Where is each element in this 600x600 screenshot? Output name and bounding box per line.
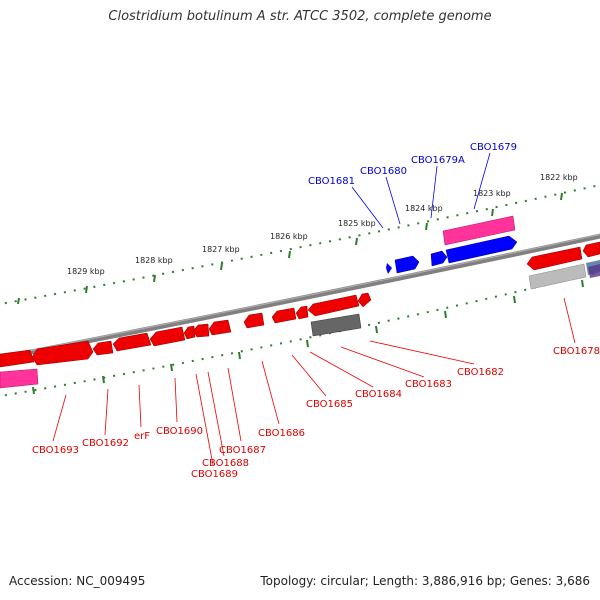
accession-label: Accession: NC_009495	[9, 574, 146, 588]
gene-right-edge[interactable]	[582, 241, 600, 258]
scale-label-1828: 1828 kbp	[135, 256, 173, 265]
gene-label-cbo1680: CBO1680	[360, 166, 407, 177]
scale-label-1829: 1829 kbp	[67, 267, 105, 276]
inner-major-ticks	[32, 279, 584, 395]
scale-label-1824: 1824 kbp	[405, 204, 443, 213]
scale-label-1827: 1827 kbp	[202, 245, 240, 254]
gene-cbo1679[interactable]	[445, 235, 518, 264]
gene-cbo1682[interactable]	[307, 294, 360, 317]
gene-cbo1687[interactable]	[192, 323, 210, 338]
gene-label-cbo1679a: CBO1679A	[411, 155, 465, 166]
gene-cbo1692[interactable]	[31, 340, 94, 366]
gene-erf[interactable]	[92, 340, 114, 356]
inner-scale-track	[0, 271, 600, 398]
gene-label-cbo1693: CBO1693	[32, 445, 79, 456]
gene-label-cbo1678: CBO1678	[553, 346, 600, 357]
gene-cbo1693[interactable]	[0, 349, 35, 368]
gene-cbo1680[interactable]	[394, 255, 420, 274]
gene-label-cbo1692: CBO1692	[82, 438, 129, 449]
scale-label-1826: 1826 kbp	[270, 232, 308, 241]
reverse-leader-lines	[52, 297, 576, 466]
gray-feature[interactable]	[310, 313, 362, 337]
forward-leader-lines	[351, 152, 491, 229]
gene-label-cbo1690: CBO1690	[156, 426, 203, 437]
scale-label-1825: 1825 kbp	[338, 219, 376, 228]
gene-cbo1681[interactable]	[386, 263, 392, 274]
gene-label-cbo1683: CBO1683	[405, 379, 452, 390]
gene-label-cbo1689: CBO1689	[191, 469, 238, 480]
gene-label-erf: erF	[134, 431, 150, 442]
genome-summary: Topology: circular; Length: 3,886,916 bp…	[260, 574, 590, 588]
map-title: Clostridium botulinum A str. ATCC 3502, …	[108, 9, 492, 24]
genome-backbone-highlight	[0, 234, 600, 358]
outer-major-ticks	[17, 192, 563, 305]
gene-label-cbo1686: CBO1686	[258, 428, 305, 439]
gene-label-cbo1688: CBO1688	[202, 458, 249, 469]
gene-label-cbo1687: CBO1687	[219, 445, 266, 456]
gene-cbo1689[interactable]	[149, 326, 186, 347]
gene-cbo1682b[interactable]	[357, 292, 372, 308]
gene-label-cbo1679: CBO1679	[470, 142, 517, 153]
scale-label-1822: 1822 kbp	[540, 173, 578, 182]
gene-label-cbo1681: CBO1681	[308, 176, 355, 187]
reverse-gene-track	[0, 241, 600, 368]
scale-label-1823: 1823 kbp	[473, 189, 511, 198]
gene-cbo1690[interactable]	[112, 332, 152, 352]
gene-label-cbo1682: CBO1682	[457, 367, 504, 378]
gene-cbo1685[interactable]	[243, 312, 265, 329]
light-gray-feature[interactable]	[528, 263, 587, 290]
pink-feature-top[interactable]	[442, 215, 516, 246]
gene-cbo1686[interactable]	[208, 319, 232, 336]
outer-scale-track	[0, 184, 600, 306]
gene-cbo1684[interactable]	[271, 307, 297, 324]
purple-feature[interactable]	[588, 264, 600, 278]
gene-cbo1688[interactable]	[183, 325, 196, 340]
pink-feature-left[interactable]	[0, 368, 39, 389]
gene-label-cbo1684: CBO1684	[355, 389, 402, 400]
gene-label-cbo1685: CBO1685	[306, 399, 353, 410]
gene-cbo1683[interactable]	[295, 305, 309, 320]
gene-cbo1678[interactable]	[526, 246, 583, 271]
gene-cbo1679a[interactable]	[430, 250, 448, 267]
